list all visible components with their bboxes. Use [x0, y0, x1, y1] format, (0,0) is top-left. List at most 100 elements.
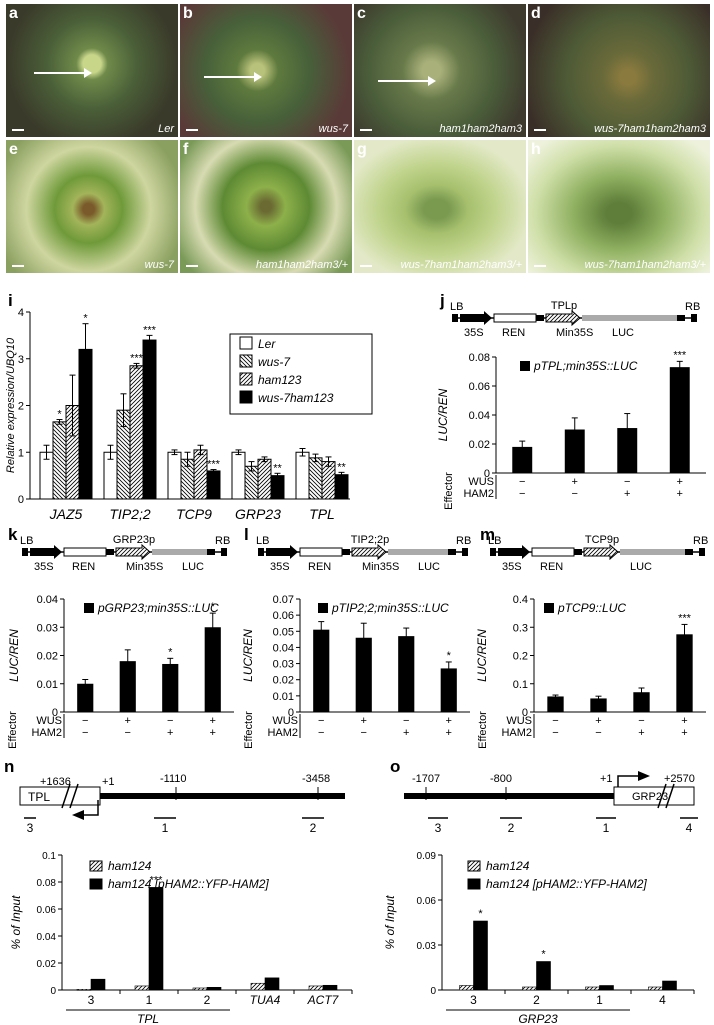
effector-wus-sign: − [82, 715, 88, 727]
bar [76, 989, 92, 991]
panel-letter: l [244, 525, 249, 544]
x-tick-label: 3 [88, 993, 95, 1007]
effector-wus-sign: − [318, 715, 324, 727]
significance: * [211, 601, 216, 613]
position-label: -800 [490, 773, 512, 785]
legend-label: pTIP2;2;min35S::LUC [331, 601, 449, 615]
gene-map-n: TPL +1636 +1 -1110 -3458 3 1 2 [19, 773, 345, 835]
terminator [574, 549, 582, 555]
y-tick-label: 0 [18, 494, 24, 506]
effector-wus-sign: + [125, 715, 131, 727]
effector-wus-sign: + [572, 476, 578, 488]
arrow-icon [34, 68, 92, 78]
photo-panel-h: h wus-7ham1ham2ham3/+ [528, 140, 710, 273]
luc-box [152, 549, 207, 555]
effector-wus-sign: − [167, 715, 173, 727]
effector-ham2-sign: + [446, 727, 452, 739]
y-tick-label: 0.05 [273, 626, 294, 638]
legend-label: ham124 [pHAM2::YFP-HAM2] [486, 877, 647, 891]
significance: * [168, 646, 173, 658]
ren-box [493, 313, 537, 323]
group-label: GRP23 [518, 1012, 558, 1025]
y-tick-label: 0.08 [469, 352, 490, 364]
x-tick-label: 3 [470, 993, 477, 1007]
rb-label: RB [693, 535, 708, 547]
scale-bar [12, 265, 24, 267]
bar [547, 696, 564, 712]
y-tick-label: 0.03 [37, 622, 58, 634]
y-tick-label: 0.06 [37, 905, 57, 916]
y-tick-label: 2 [18, 401, 24, 413]
effector-title: Effector [477, 711, 489, 749]
panel-letter: j [439, 291, 445, 310]
photo-caption: wus-7ham1ham2ham3 [594, 123, 706, 135]
bar [633, 692, 650, 712]
bar [134, 985, 150, 991]
s35-label: 35S [34, 561, 54, 573]
terminator [106, 549, 114, 555]
panel-letter: n [4, 757, 14, 776]
min35s-label: Min35S [126, 561, 163, 573]
effector-ham2-sign: + [681, 727, 687, 739]
s35-label: 35S [464, 327, 484, 339]
y-tick-label: 0.06 [273, 610, 294, 622]
break-mark [657, 783, 667, 809]
rb-block [691, 314, 697, 322]
legend [229, 333, 373, 415]
panel-letter: h [531, 141, 541, 158]
significance: * [57, 409, 62, 421]
effector-title: Effector [443, 472, 455, 510]
scale-bar [360, 129, 372, 131]
effector-ham2-sign: + [677, 488, 683, 500]
x-tick-label: JAZ5 [49, 506, 83, 522]
y-tick-label: 0.04 [37, 932, 57, 943]
legend-label: pGRP23;min35S::LUC [97, 601, 219, 615]
legend-label: pTCP9::LUC [557, 601, 626, 615]
scale-bar [186, 265, 198, 267]
effector-wus-sign: − [403, 715, 409, 727]
legend-swatch [239, 354, 253, 368]
legend-label: ham124 [pHAM2::YFP-HAM2] [108, 877, 269, 891]
photo-panel-d: d wus-7ham1ham2ham3 [528, 4, 710, 137]
bar [162, 663, 179, 712]
effector-wus-sign: + [595, 715, 601, 727]
ren-box [63, 547, 107, 557]
bar [676, 634, 693, 712]
y-tick-label: 0.07 [273, 594, 294, 606]
promoter-label: TPLp [551, 300, 577, 312]
terminator [677, 315, 685, 321]
significance: * [478, 908, 483, 920]
y-tick-label: 0.08 [37, 878, 57, 889]
break-mark [61, 783, 71, 809]
lb-label: LB [20, 535, 33, 547]
legend-label: ham124 [486, 859, 530, 873]
y-tick-label: 0.04 [37, 594, 58, 606]
x-tick-label: 2 [204, 993, 211, 1007]
region-label: 3 [27, 821, 34, 835]
promoter-35s-arrow-icon [498, 545, 530, 559]
effector-row-label: HAM2 [31, 727, 62, 739]
bar [308, 457, 323, 500]
y-tick-label: 3 [18, 354, 24, 366]
x-tick-label: TIP2;2 [109, 506, 150, 522]
terminator [536, 315, 544, 321]
bar [440, 668, 457, 712]
rb-label: RB [685, 301, 700, 313]
break-mark [69, 783, 79, 809]
effector-wus-sign: − [552, 715, 558, 727]
legend-swatch [318, 603, 328, 613]
bar [192, 987, 208, 991]
min35s-label: Min35S [362, 561, 399, 573]
y-tick-label: 0.02 [273, 675, 294, 687]
panel-letter: d [531, 5, 541, 22]
effector-row-label: HAM2 [501, 727, 532, 739]
y-tick-label: 0 [52, 707, 58, 719]
legend-label: pTPL;min35S::LUC [533, 359, 638, 373]
bar [512, 446, 533, 473]
legend-swatch [89, 878, 103, 890]
region-label: 1 [162, 821, 169, 835]
bar [536, 961, 551, 991]
effector-ham2-sign: − [595, 727, 601, 739]
